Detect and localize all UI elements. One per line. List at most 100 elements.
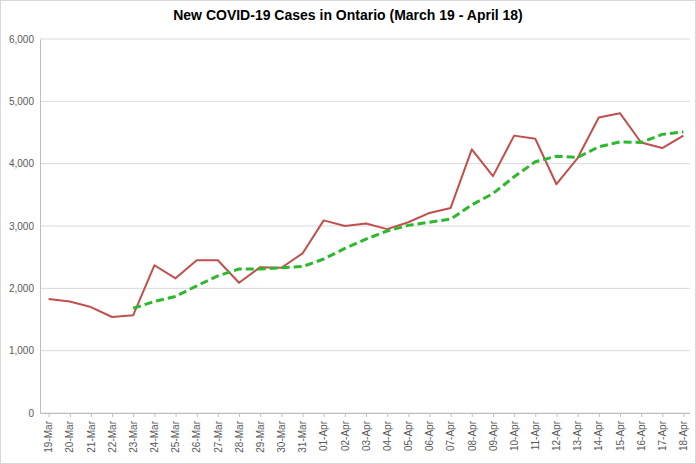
grid-line [40, 101, 690, 102]
x-tick: 28-Mar [234, 413, 245, 453]
x-tick: 13-Apr [572, 413, 583, 451]
x-tick-mark [345, 413, 346, 417]
x-tick-label: 23-Mar [128, 420, 139, 452]
x-tick: 23-Mar [128, 413, 139, 453]
y-tick: 0 [28, 408, 40, 419]
x-tick: 18-Apr [678, 413, 689, 451]
series-line [133, 132, 683, 308]
x-tick-mark [303, 413, 304, 417]
y-tick-label: 3,000 [9, 221, 34, 232]
x-tick-mark [324, 413, 325, 417]
x-tick: 25-Mar [170, 413, 181, 453]
x-tick-mark [599, 413, 600, 417]
x-tick: 03-Apr [361, 413, 372, 451]
x-tick-label: 12-Apr [551, 420, 562, 451]
x-tick-label: 11-Apr [530, 420, 541, 450]
x-tick-mark [281, 413, 282, 417]
x-tick-label: 09-Apr [488, 420, 499, 451]
x-tick: 12-Apr [551, 413, 562, 451]
x-tick-mark [218, 413, 219, 417]
y-tick: 3,000 [9, 221, 40, 232]
x-tick: 15-Apr [615, 413, 626, 451]
y-tick: 6,000 [9, 34, 40, 45]
x-tick-label: 22-Mar [107, 420, 118, 452]
y-tick-label: 6,000 [9, 34, 34, 45]
x-tick-mark [239, 413, 240, 417]
y-tick: 5,000 [9, 96, 40, 107]
x-tick-label: 18-Apr [678, 420, 689, 451]
x-tick: 05-Apr [403, 413, 414, 451]
x-tick: 06-Apr [424, 413, 435, 451]
x-tick: 26-Mar [191, 413, 202, 453]
x-tick: 01-Apr [318, 413, 329, 451]
x-tick-label: 28-Mar [234, 420, 245, 452]
grid [40, 39, 690, 413]
x-tick-mark [556, 413, 557, 417]
y-tick: 2,000 [9, 283, 40, 294]
x-tick-label: 05-Apr [403, 420, 414, 451]
y-axis: 0 1,000 2,000 3,000 4,000 5,000 6,000 [9, 34, 41, 419]
x-tick: 02-Apr [340, 413, 351, 451]
x-tick-label: 24-Mar [149, 420, 160, 452]
x-tick-label: 13-Apr [572, 420, 583, 451]
x-tick-mark [49, 413, 50, 417]
x-tick-mark [620, 413, 621, 417]
x-tick-label: 31-Mar [297, 420, 308, 452]
x-tick-label: 29-Mar [255, 420, 266, 452]
x-tick: 19-Mar [43, 413, 54, 453]
x-tick-label: 14-Apr [593, 420, 604, 451]
x-tick: 10-Apr [509, 413, 520, 451]
x-tick-mark [366, 413, 367, 417]
grid-line [40, 39, 690, 40]
x-tick-label: 30-Mar [276, 420, 287, 452]
x-tick-mark [451, 413, 452, 417]
grid-line [40, 288, 690, 289]
y-axis-line [40, 40, 41, 414]
x-tick-label: 04-Apr [382, 420, 393, 451]
x-tick-mark [91, 413, 92, 417]
x-tick: 21-Mar [86, 413, 97, 453]
x-tick-label: 19-Mar [43, 420, 54, 452]
y-tick-label: 5,000 [9, 96, 34, 107]
x-tick-mark [641, 413, 642, 417]
x-tick: 27-Mar [213, 413, 224, 453]
x-tick-label: 15-Apr [615, 420, 626, 451]
chart: New COVID-19 Cases in Ontario (March 19 … [0, 0, 696, 464]
y-tick-label: 2,000 [9, 283, 34, 294]
series-line [49, 113, 684, 317]
x-tick: 20-Mar [64, 413, 75, 453]
x-tick-mark [493, 413, 494, 417]
x-tick-mark [197, 413, 198, 417]
plot-area [49, 113, 684, 317]
x-tick-mark [70, 413, 71, 417]
x-tick-label: 16-Apr [636, 420, 647, 451]
chart-frame [1, 1, 696, 464]
x-tick-label: 01-Apr [318, 420, 329, 451]
x-tick-label: 03-Apr [361, 420, 372, 451]
x-tick-label: 25-Mar [170, 420, 181, 452]
x-tick-mark [662, 413, 663, 417]
x-tick: 22-Mar [107, 413, 118, 453]
x-tick-label: 17-Apr [657, 420, 668, 451]
y-tick-label: 4,000 [9, 158, 34, 169]
x-tick-mark [514, 413, 515, 417]
x-tick: 17-Apr [657, 413, 668, 451]
x-tick: 29-Mar [255, 413, 266, 453]
x-tick: 08-Apr [467, 413, 478, 451]
x-tick: 04-Apr [382, 413, 393, 451]
x-tick-mark [429, 413, 430, 417]
x-tick: 30-Mar [276, 413, 287, 453]
x-tick-mark [260, 413, 261, 417]
x-tick-label: 02-Apr [340, 420, 351, 451]
x-tick-mark [578, 413, 579, 417]
x-tick: 16-Apr [636, 413, 647, 451]
x-tick: 14-Apr [593, 413, 604, 451]
x-tick-mark [683, 413, 684, 417]
x-tick: 09-Apr [488, 413, 499, 451]
x-tick-label: 20-Mar [64, 420, 75, 452]
x-tick-mark [387, 413, 388, 417]
grid-line [40, 413, 690, 414]
x-tick-mark [133, 413, 134, 417]
y-tick: 1,000 [9, 345, 40, 356]
y-tick: 4,000 [9, 158, 40, 169]
